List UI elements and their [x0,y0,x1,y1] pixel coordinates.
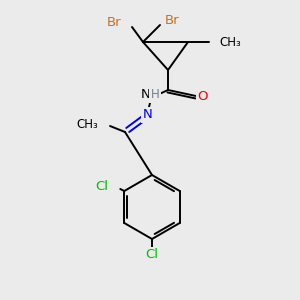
Text: Br: Br [107,16,121,28]
Text: N: N [143,109,153,122]
Text: Cl: Cl [95,181,108,194]
Text: CH₃: CH₃ [76,118,98,131]
Text: N: N [141,88,151,101]
Text: Br: Br [165,14,179,26]
Text: H: H [151,88,160,101]
Text: CH₃: CH₃ [219,35,241,49]
Text: Cl: Cl [146,248,158,262]
Text: O: O [198,89,208,103]
